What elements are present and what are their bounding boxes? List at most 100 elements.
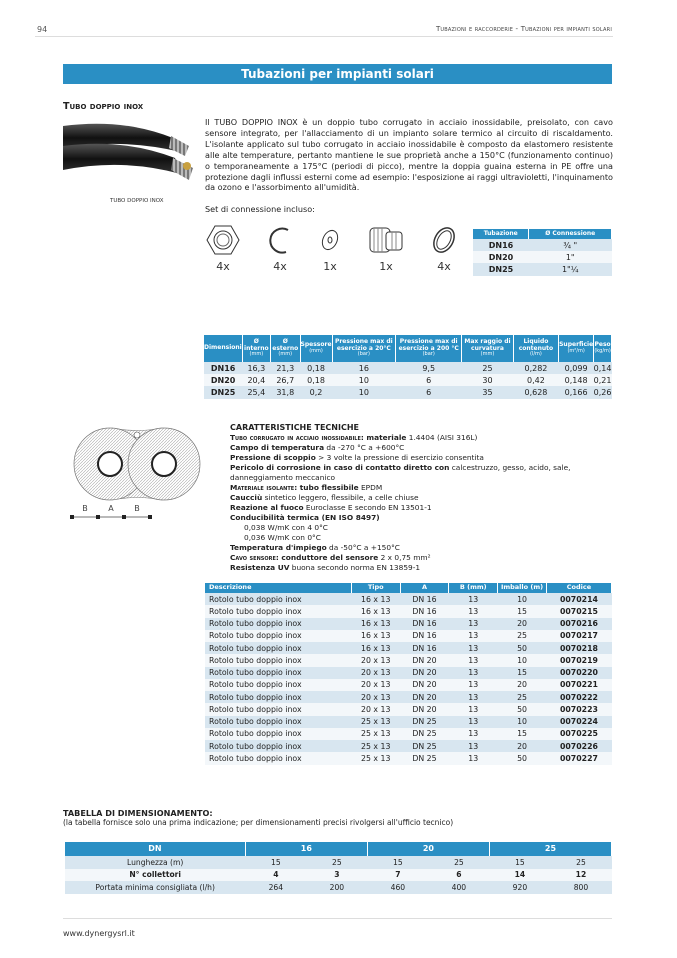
snap-ring-icon: [269, 227, 289, 254]
table-row: DN16 16,3 21,3 0,18 16 9,5 25 0,282 0,099 0,14: [204, 362, 612, 375]
col-header: 20: [367, 842, 490, 856]
table-cell: 15: [497, 666, 547, 679]
table-cell: 6: [428, 868, 490, 881]
table-cell: 6: [395, 374, 462, 387]
table-cell: Rotolo tubo doppio inox: [205, 678, 352, 691]
table-cell: 30: [461, 374, 514, 387]
header-unit: (m²/m): [567, 348, 585, 355]
spec-category: Materiale isolante:: [230, 483, 298, 492]
header-unit: (mm): [278, 351, 293, 358]
table-row: Rotolo tubo doppio inox 25 x 13 DN 25 13 20 0…: [205, 740, 612, 753]
header-unit: (l/m): [530, 351, 542, 358]
spec-label: Campo di temperatura: [230, 443, 325, 452]
spec-label: Pressione di scoppio: [230, 453, 316, 462]
table-row: DN20 1": [473, 251, 612, 264]
spec-line: Campo di temperatura da -270 °C a +600°C: [230, 443, 615, 453]
table-cell: 0070215: [546, 605, 612, 618]
spec-label: conduttore del sensore: [278, 553, 379, 562]
table-cell: 0070214: [546, 593, 612, 606]
header-title: Superficie: [559, 341, 594, 349]
part-gasket: 4x: [424, 222, 464, 273]
table-cell: 1": [528, 251, 612, 264]
table-cell: 25: [550, 856, 612, 869]
table-cell: 15: [497, 605, 547, 618]
header-title: Spessore: [300, 341, 332, 349]
table-cell: 16,3: [242, 362, 271, 375]
col-header: DN: [65, 842, 246, 856]
spec-line: Conducibilità termica (EN ISO 8497): [230, 513, 615, 523]
table-cell: 7: [367, 868, 429, 881]
col-header: Imballo (m): [497, 583, 547, 593]
table-cell: 13: [448, 715, 498, 728]
col-header: Descrizione: [205, 583, 352, 593]
table-cell: 200: [306, 881, 368, 894]
table-cell: 25 x 13: [351, 740, 401, 753]
header-unit: (bar): [422, 351, 435, 358]
table-cell: DN 20: [400, 666, 449, 679]
technical-specs: CARATTERISTICHE TECNICHE Tubo corrugato …: [230, 423, 615, 573]
header-unit: (mm): [249, 351, 264, 358]
col-header: 25: [489, 842, 613, 856]
table-cell: 13: [448, 654, 498, 667]
header-title: Max raggio di curvatura: [464, 338, 511, 352]
col-header: Spessore (mm): [300, 335, 333, 362]
table-cell: Rotolo tubo doppio inox: [205, 703, 352, 716]
table-cell: 15: [489, 856, 551, 869]
table-cell: DN 16: [400, 617, 449, 630]
table-cell: DN 25: [400, 727, 449, 740]
table-cell: 25: [306, 856, 368, 869]
spec-value: EPDM: [358, 483, 383, 492]
table-cell: 264: [245, 881, 307, 894]
table-cell: 0,18: [300, 374, 333, 387]
table-cell: 0,099: [558, 362, 594, 375]
table-cell: 12: [550, 868, 612, 881]
table-row: N° collettori 4 3 7 6 14 12: [65, 868, 612, 881]
table-cell: 13: [448, 727, 498, 740]
table-cell: 0,14: [593, 362, 612, 375]
table-cell: 50: [497, 752, 547, 765]
table-cell: 20 x 13: [351, 666, 401, 679]
spec-line: Reazione al fuoco Euroclasse E secondo E…: [230, 503, 615, 513]
table-cell: Rotolo tubo doppio inox: [205, 605, 352, 618]
table-row: Rotolo tubo doppio inox 16 x 13 DN 16 13 15 0…: [205, 605, 612, 618]
spec-category: Cavo sensore:: [230, 553, 279, 562]
table-cell: DN 16: [400, 593, 449, 606]
row-label: N° collettori: [65, 868, 246, 881]
header-title: Liquido contenuto: [518, 338, 554, 352]
header-divider: [35, 36, 613, 37]
col-header: Codice: [546, 583, 613, 593]
table-cell: DN 20: [400, 703, 449, 716]
header-unit: (kg/m): [594, 348, 611, 355]
col-header: Ø esterno (mm): [270, 335, 301, 362]
table-cell: 0,26: [593, 386, 612, 399]
table-cell: 0070221: [546, 678, 612, 691]
header-title: Pressione max di esercizio a 20°C: [334, 338, 393, 352]
spec-value: sintetico leggero, flessibile, a celle c…: [262, 493, 419, 502]
product-table: Descrizione Tipo A B (mm) Imballo (m) Codice …: [205, 583, 613, 765]
table-cell: 13: [448, 752, 498, 765]
table-cell: 15: [245, 856, 307, 869]
part-qty: 1x: [379, 260, 393, 273]
table-cell: 50: [497, 703, 547, 716]
table-cell: 0070217: [546, 629, 612, 642]
table-cell: 13: [448, 629, 498, 642]
table-cell: 0070223: [546, 703, 612, 716]
table-cell: DN16: [204, 362, 243, 375]
table-cell: 13: [448, 703, 498, 716]
table-cell: 16 x 13: [351, 593, 401, 606]
footer-divider: [63, 918, 612, 919]
table-cell: 0070220: [546, 666, 612, 679]
header-title: Dimensioni: [204, 344, 242, 352]
table-cell: 50: [497, 642, 547, 655]
table-cell: 13: [448, 740, 498, 753]
table-cell: 21,3: [270, 362, 301, 375]
photo-caption: TUBO DOPPIO INOX: [110, 198, 164, 204]
spec-label: Conducibilità termica (EN ISO 8497): [230, 513, 380, 522]
spec-line: 0,038 W/mK con 4 0°C: [230, 523, 615, 533]
table-cell: 25,4: [242, 386, 271, 399]
table-cell: 25: [497, 691, 547, 704]
website-link[interactable]: www.dynergysrl.it: [63, 929, 135, 938]
dimension-label-b: B: [134, 504, 140, 513]
table-row: Rotolo tubo doppio inox 20 x 13 DN 20 13 10 0…: [205, 654, 612, 667]
table-cell: 25 x 13: [351, 752, 401, 765]
